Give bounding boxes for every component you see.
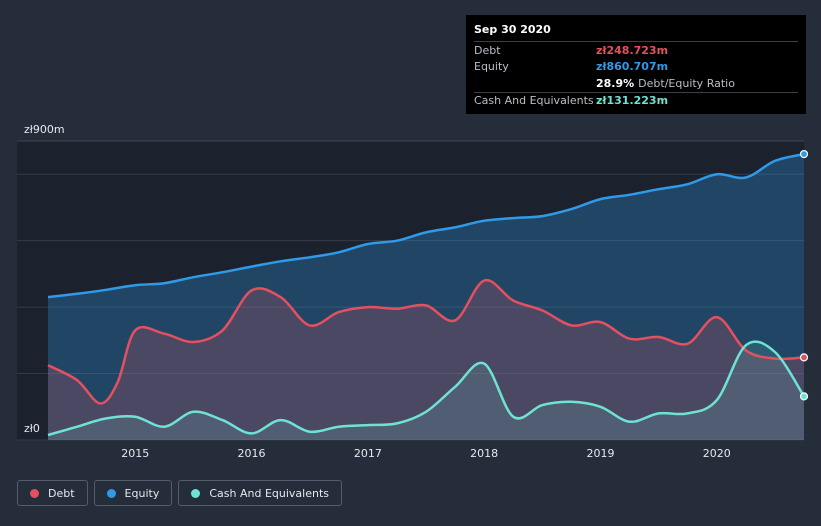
legend: Debt Equity Cash And Equivalents: [17, 480, 342, 506]
tooltip-value: zł860.707m: [596, 60, 669, 74]
x-tick-label: 2016: [238, 447, 266, 460]
x-tick-label: 2015: [121, 447, 149, 460]
legend-label: Cash And Equivalents: [209, 486, 329, 500]
legend-item-debt[interactable]: Debt: [17, 480, 88, 506]
y-axis-top-label: zł900m: [24, 123, 65, 136]
legend-item-cash[interactable]: Cash And Equivalents: [178, 480, 342, 506]
tooltip-label: Equity: [474, 60, 509, 74]
x-tick-label: 2017: [354, 447, 382, 460]
tooltip-value: zł248.723m: [596, 43, 669, 57]
legend-label: Equity: [124, 486, 160, 500]
plot-background: [17, 141, 804, 440]
tooltip-label: Cash And Equivalents: [474, 94, 594, 108]
tooltip-row-cash: Cash And Equivalents zł131.223m: [474, 91, 798, 110]
tooltip-date: Sep 30 2020: [474, 23, 551, 36]
equity-line: [47, 152, 805, 299]
y-axis-bottom-label: zł0: [24, 422, 40, 435]
tooltip-panel: Sep 30 2020 Debt zł248.723m Equity zł860…: [466, 15, 806, 114]
debt-end-marker[interactable]: [799, 353, 809, 362]
equity-area: [48, 154, 804, 440]
tooltip-row-equity: Equity zł860.707m: [474, 59, 798, 76]
x-tick-label: 2018: [470, 447, 498, 460]
tooltip-label: Debt: [474, 43, 501, 57]
x-tick-label: 2020: [703, 447, 731, 460]
legend-dot-icon: [106, 488, 116, 498]
legend-dot-icon: [191, 488, 201, 498]
tooltip-value: zł131.223m: [596, 94, 669, 108]
cash-line: [47, 340, 806, 437]
debt-area: [48, 280, 804, 440]
equity-end-marker[interactable]: [799, 149, 809, 159]
tooltip-row-ratio: 28.9% Debt/Equity Ratio: [474, 75, 798, 92]
tooltip-ratio-label: Debt/Equity Ratio: [638, 76, 735, 90]
cash-end-marker[interactable]: [799, 392, 809, 401]
x-axis-ticks: 2015 2016 2017 2018 2019 2020: [121, 447, 731, 460]
debt-line: [47, 278, 805, 405]
tooltip-row-debt: Debt zł248.723m: [474, 41, 798, 59]
end-markers: [799, 149, 809, 401]
series-lines: [47, 152, 806, 437]
legend-label: Debt: [48, 486, 75, 500]
legend-item-equity[interactable]: Equity: [93, 480, 173, 506]
tooltip-value: 28.9%: [596, 76, 635, 90]
x-tick-label: 2019: [586, 447, 614, 460]
legend-dot-icon: [30, 488, 39, 498]
